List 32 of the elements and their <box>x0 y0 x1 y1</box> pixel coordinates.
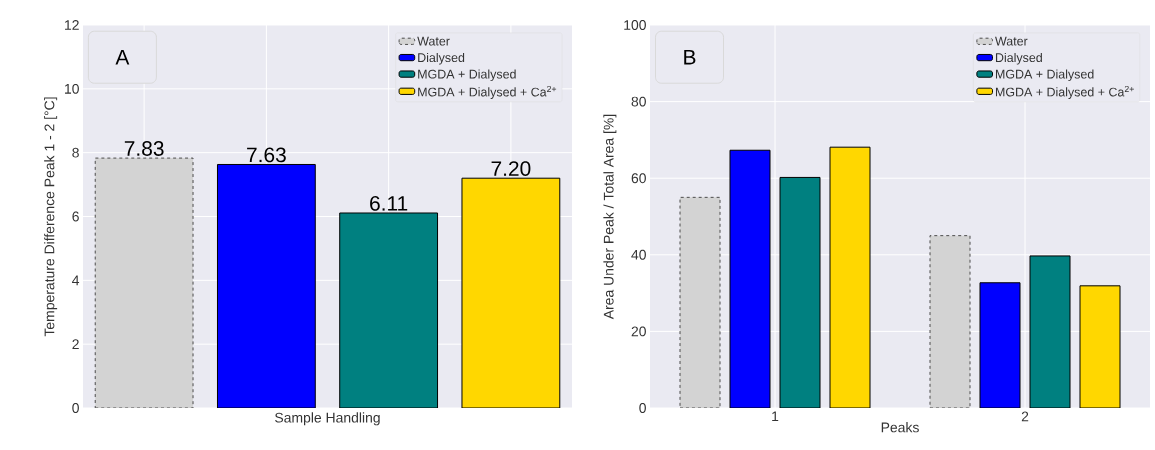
y-tick-label: 60 <box>631 173 646 184</box>
legend-label: MGDA + Dialysed + Ca$^{2+}$ <box>995 85 1134 99</box>
y-tick-label: 40 <box>631 249 646 260</box>
y-tick-label: 4 <box>72 275 80 286</box>
data-label: 7.63 <box>247 147 286 163</box>
y-axis-title: Temperature Difference Peak 1 - 2 [°C] <box>44 97 58 337</box>
y-tick-label: 80 <box>631 96 646 107</box>
y-tick-label: 0 <box>639 403 646 413</box>
legend-label: MGDA + Dialysed <box>995 69 1094 81</box>
y-tick-label: 2 <box>72 339 79 350</box>
legend-label: MGDA + Dialysed + Ca$^{2+}$ <box>418 85 557 99</box>
y-tick-label: 10 <box>65 83 79 94</box>
annotation: A <box>115 50 130 65</box>
legend-label: Dialysed <box>995 52 1042 65</box>
y-tick-label: 100 <box>624 20 646 30</box>
x-axis-title: Peaks <box>881 422 919 433</box>
legend-label: Water <box>417 36 450 46</box>
legend-label: Dialysed <box>418 52 465 65</box>
x-tick-label: 1 <box>772 411 779 422</box>
data-label: 6.11 <box>370 195 408 211</box>
y-tick-label: 20 <box>631 326 646 337</box>
data-label: 7.83 <box>124 141 164 156</box>
legend-label: Water <box>995 36 1028 46</box>
data-label: 7.20 <box>491 161 531 176</box>
x-axis-title: Sample Handling <box>275 412 380 426</box>
y-tick-label: 12 <box>65 20 79 30</box>
y-tick-label: 0 <box>72 403 79 413</box>
y-tick-label: 8 <box>72 147 79 158</box>
annotation: B <box>684 50 696 65</box>
y-tick-label: 6 <box>72 211 79 222</box>
legend-label: MGDA + Dialysed <box>418 69 516 81</box>
y-axis-title: Area Under Peak / Total Area [%] <box>603 114 617 320</box>
